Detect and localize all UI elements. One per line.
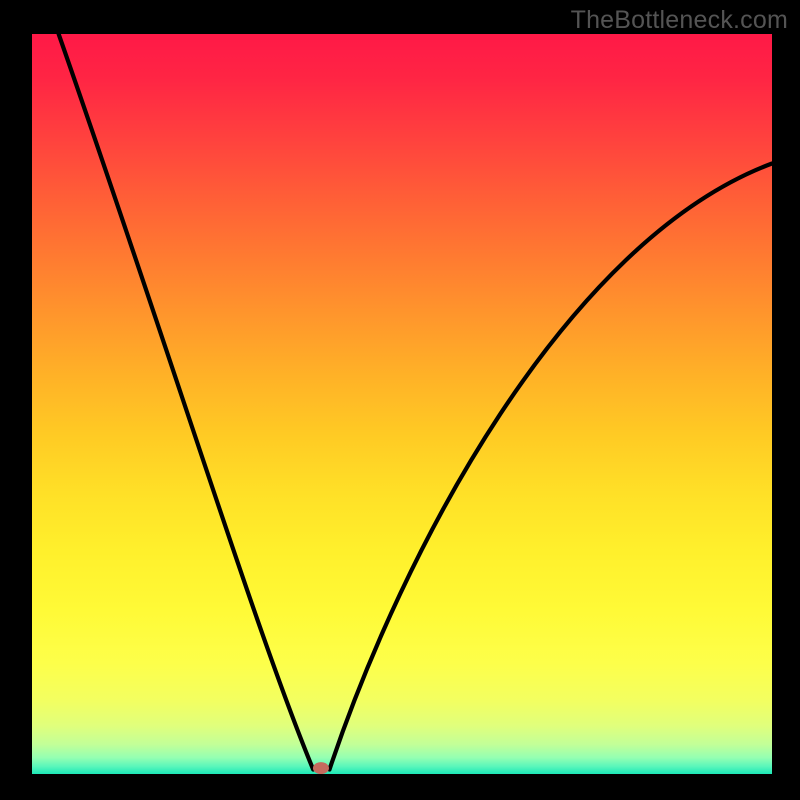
frame: TheBottleneck.com	[0, 0, 800, 800]
watermark-text: TheBottleneck.com	[571, 6, 788, 35]
plot-area	[32, 34, 772, 774]
plot-svg	[32, 34, 772, 774]
optimal-point-marker	[313, 762, 329, 774]
gradient-background	[32, 34, 772, 774]
